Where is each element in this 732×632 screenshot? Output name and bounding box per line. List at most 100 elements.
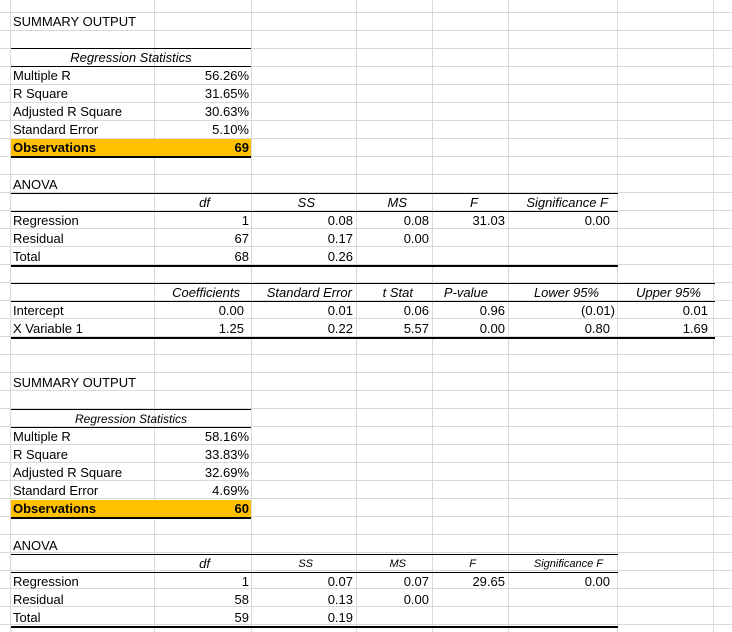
table-rule <box>11 337 715 339</box>
anova-header-df: df <box>199 556 210 571</box>
row-gridline <box>0 66 732 67</box>
stat-label: Adjusted R Square <box>13 465 123 480</box>
column-gridline <box>713 0 714 632</box>
table-rule <box>11 626 618 628</box>
anova-df: 68 <box>234 249 249 264</box>
coef-upper: 0.01 <box>682 303 708 318</box>
row-gridline <box>0 516 732 517</box>
table-rule <box>11 48 251 49</box>
coef-upper: 1.69 <box>682 321 708 336</box>
column-gridline <box>432 0 433 632</box>
table-rule <box>11 265 618 267</box>
row-gridline <box>0 354 732 355</box>
anova-ss: 0.17 <box>327 231 353 246</box>
row-gridline <box>0 372 732 373</box>
table-rule <box>11 66 251 67</box>
row-gridline <box>0 210 732 211</box>
coef-se: 0.22 <box>327 321 353 336</box>
observations-highlight <box>11 500 251 518</box>
coef-t: 0.06 <box>403 303 429 318</box>
coef-lower: (0.01) <box>581 303 615 318</box>
anova-ss: 0.13 <box>327 592 353 607</box>
stat-value: 5.10% <box>212 122 249 137</box>
anova-row-label: Regression <box>13 574 79 589</box>
coef-p: 0.96 <box>479 303 505 318</box>
anova-df: 1 <box>241 574 249 589</box>
row-gridline <box>0 120 732 121</box>
coef-row-label: Intercept <box>13 303 64 318</box>
stat-label: R Square <box>13 86 68 101</box>
anova-df: 59 <box>234 610 249 625</box>
row-gridline <box>0 480 732 481</box>
table-rule <box>11 572 618 573</box>
anova-f: 29.65 <box>472 574 505 589</box>
coef-row-label: X Variable 1 <box>13 321 83 336</box>
anova-df: 58 <box>234 592 249 607</box>
stat-value: 30.63% <box>204 104 249 119</box>
column-gridline <box>154 0 155 632</box>
observations-label: Observations <box>13 140 97 155</box>
table-rule <box>11 301 715 302</box>
row-gridline <box>0 588 732 589</box>
summary-output-title: SUMMARY OUTPUT <box>13 375 137 390</box>
row-gridline <box>0 444 732 445</box>
stat-label: Standard Error <box>13 483 99 498</box>
coef-header-t-stat: t Stat <box>382 285 413 300</box>
table-rule <box>11 409 251 410</box>
anova-header-f: F <box>470 195 478 210</box>
row-gridline <box>0 408 732 409</box>
coef-header-lower-95: Lower 95% <box>533 285 599 300</box>
anova-df: 1 <box>241 213 249 228</box>
row-gridline <box>0 318 732 319</box>
row-gridline <box>0 570 732 571</box>
row-gridline <box>0 192 732 193</box>
stat-label: Multiple R <box>13 68 71 83</box>
stat-label: Adjusted R Square <box>13 104 123 119</box>
anova-ss: 0.19 <box>327 610 353 625</box>
regression-statistics-header: Regression Statistics <box>74 412 188 426</box>
anova-ss: 0.07 <box>327 574 353 589</box>
row-gridline <box>0 606 732 607</box>
stat-value: 56.26% <box>204 68 249 83</box>
stat-value: 31.65% <box>204 86 249 101</box>
stat-value: 32.69% <box>204 465 249 480</box>
column-gridline <box>251 0 252 632</box>
coef-t: 5.57 <box>403 321 429 336</box>
coef-se: 0.01 <box>327 303 353 318</box>
row-gridline <box>0 552 732 553</box>
column-gridline <box>508 0 509 632</box>
coef-lower: 0.80 <box>584 321 610 336</box>
observations-value: 60 <box>234 501 249 516</box>
anova-header-ms: MS <box>389 558 407 570</box>
row-gridline <box>0 624 732 625</box>
row-gridline <box>0 390 732 391</box>
stat-label: Standard Error <box>13 122 99 137</box>
row-gridline <box>0 174 732 175</box>
anova-row-label: Residual <box>13 592 64 607</box>
row-gridline <box>0 246 732 247</box>
row-gridline <box>0 102 732 103</box>
table-rule <box>11 554 618 555</box>
anova-row-label: Regression <box>13 213 79 228</box>
row-gridline <box>0 48 732 49</box>
anova-header-f: F <box>469 558 476 570</box>
row-gridline <box>0 30 732 31</box>
coef-header-upper-95: Upper 95% <box>635 285 701 300</box>
anova-title: ANOVA <box>13 538 58 553</box>
coef-header-p-value: P-value <box>443 285 488 300</box>
row-gridline <box>0 426 732 427</box>
observations-label: Observations <box>13 501 97 516</box>
summary-output-title: SUMMARY OUTPUT <box>13 14 137 29</box>
anova-header-significance-f: Significance F <box>533 558 603 570</box>
table-rule <box>11 427 251 428</box>
anova-ms: 0.07 <box>403 574 429 589</box>
anova-ss: 0.08 <box>327 213 353 228</box>
row-gridline <box>0 228 732 229</box>
row-gridline <box>0 300 732 301</box>
row-gridline <box>0 282 732 283</box>
row-gridline <box>0 264 732 265</box>
column-gridline <box>356 0 357 632</box>
anova-row-label: Residual <box>13 231 64 246</box>
stat-label: Multiple R <box>13 429 71 444</box>
